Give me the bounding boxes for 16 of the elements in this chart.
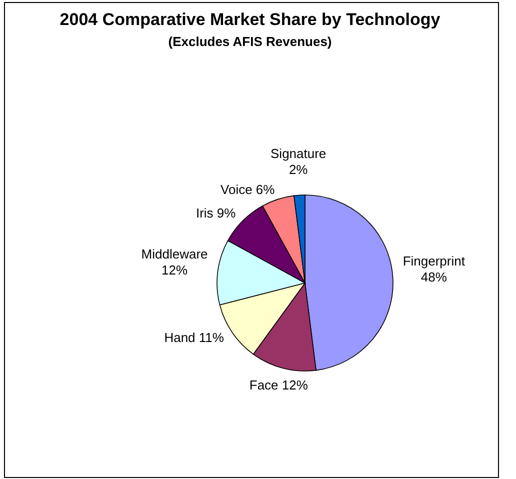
slice-label: Middleware [141, 246, 208, 262]
chart-subtitle: (Excludes AFIS Revenues) [168, 34, 332, 49]
slice-label: Iris [196, 206, 214, 221]
data-label: 2% [288, 162, 308, 178]
data-label: 11% [198, 330, 224, 346]
slice-label: Hand [164, 330, 196, 346]
slice-label: Voice [220, 182, 252, 197]
data-label: 9% [216, 206, 236, 221]
slice-label: Signature [270, 146, 326, 162]
slice-label: Face [249, 378, 278, 393]
slice-label: Fingerprint [402, 253, 466, 268]
data-label: 6% [256, 182, 276, 197]
data-label: 12% [162, 262, 188, 278]
data-label: 12% [282, 378, 308, 393]
chart-title: 2004 Comparative Market Share by Technology [60, 10, 441, 29]
data-label: 48% [420, 269, 448, 284]
